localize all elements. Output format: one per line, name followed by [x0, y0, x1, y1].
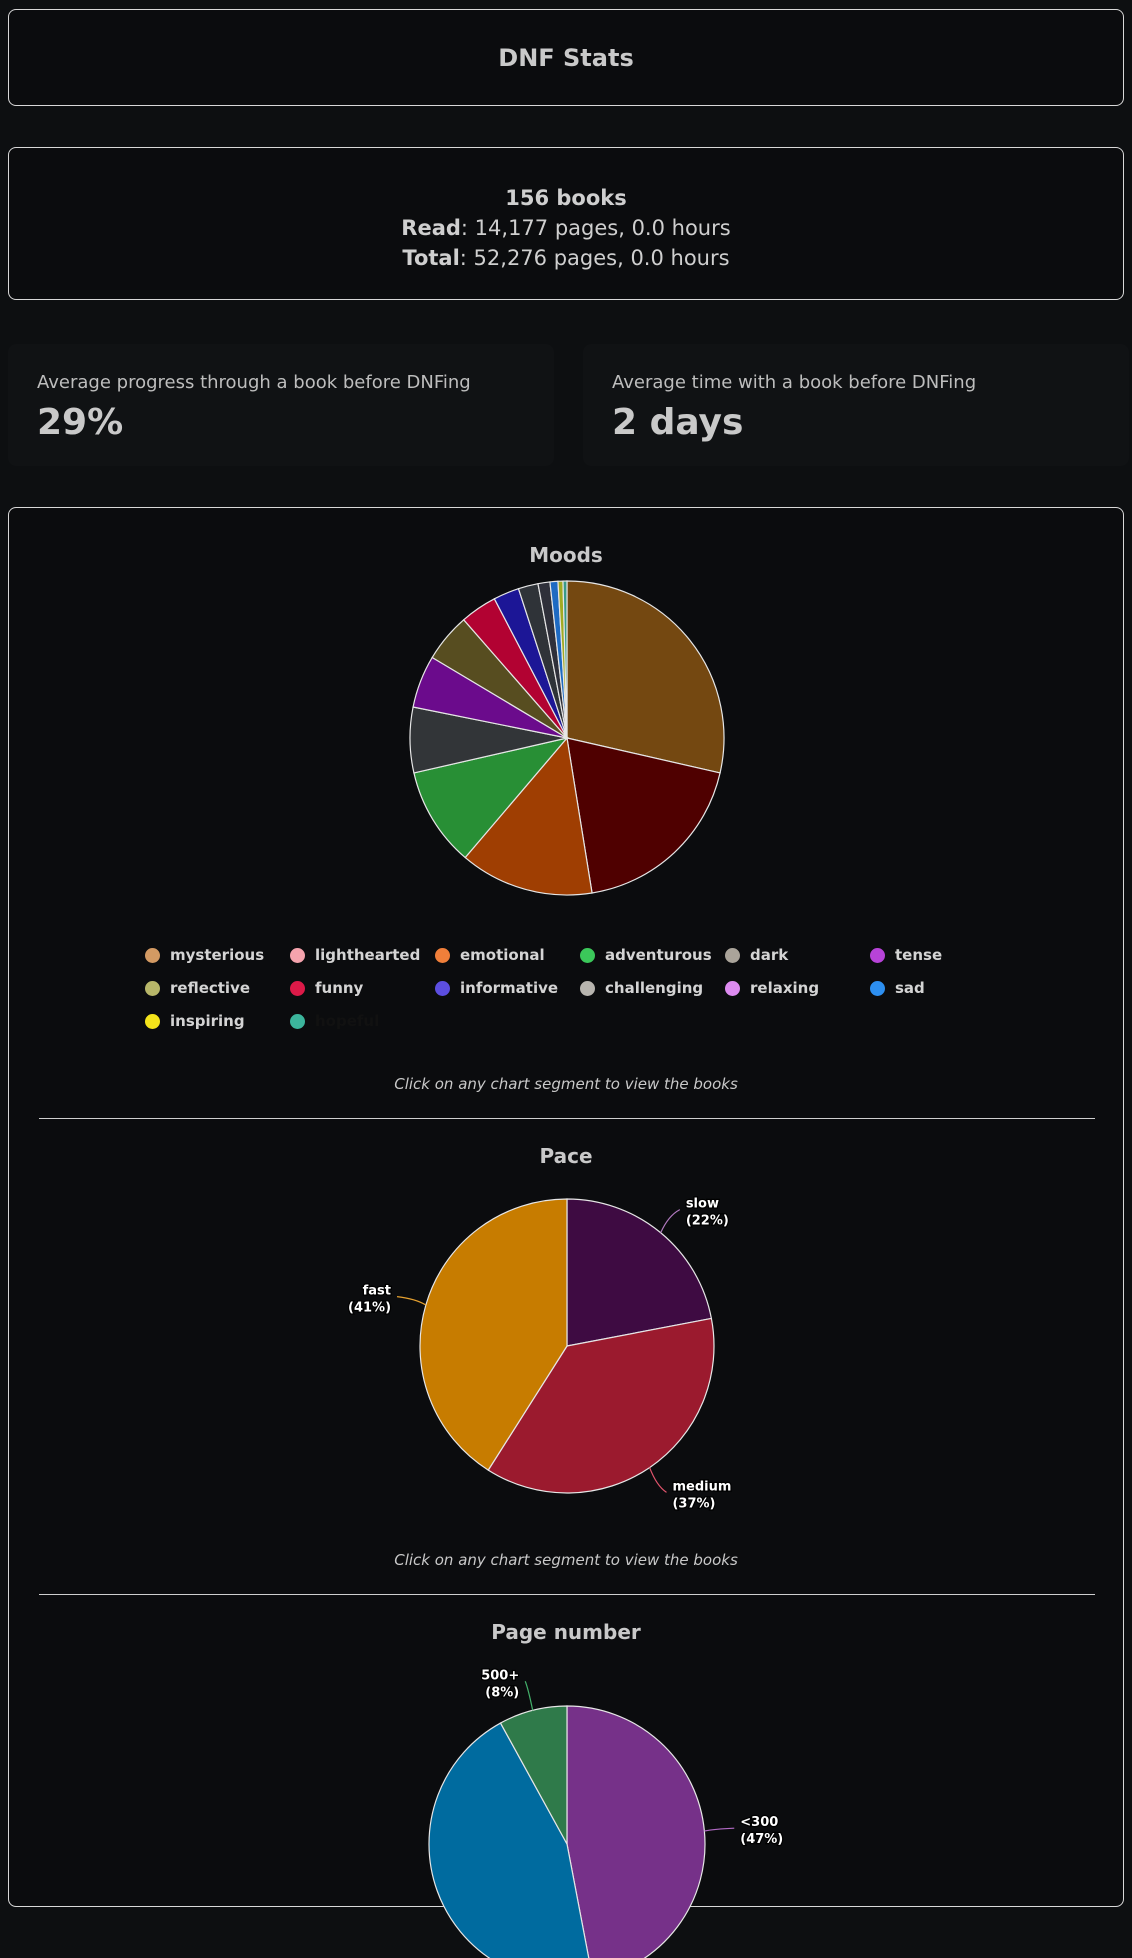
legend-item-lighthearted[interactable]: lighthearted — [290, 946, 420, 964]
stat-label: Average time with a book before DNFing — [612, 372, 977, 393]
legend-item-reflective[interactable]: reflective — [145, 979, 250, 997]
moods-slice-lighthearted[interactable] — [566, 737, 721, 894]
pace-leader-medium — [649, 1467, 667, 1493]
legend-label: relaxing — [750, 979, 820, 997]
charts-card: Moods mysterious lighthearted emotional adv… — [8, 507, 1125, 1958]
moods-slice-hopeful[interactable] — [562, 580, 568, 739]
pace-pie-chart[interactable]: slow (22%) medium (37%) fast (41%) — [9, 1178, 1125, 1518]
legend-item-funny[interactable]: funny — [290, 979, 363, 997]
pace-label-medium: medium — [672, 1479, 731, 1494]
page-number-chart-title: Page number — [491, 1620, 641, 1644]
legend-label: hopeful — [315, 1012, 380, 1030]
legend-item-adventurous[interactable]: adventurous — [580, 946, 712, 964]
legend-item-inspiring[interactable]: inspiring — [145, 1012, 245, 1030]
legend-swatch — [870, 947, 885, 963]
legend-item-sad[interactable]: sad — [870, 979, 925, 997]
pace-leader-fast — [396, 1296, 427, 1306]
legend-swatch — [580, 947, 595, 963]
pace-leader-slow — [660, 1209, 681, 1233]
pace-pct-medium: (37%) — [672, 1496, 715, 1511]
legend-swatch — [290, 980, 305, 996]
legend-item-dark[interactable]: dark — [725, 946, 788, 964]
legend-label: reflective — [170, 979, 251, 997]
divider — [39, 1118, 1095, 1119]
legend-swatch — [145, 1013, 160, 1029]
page-title: DNF Stats — [498, 44, 634, 72]
pace-hint: Click on any chart segment to view the b… — [394, 1551, 738, 1569]
legend-swatch — [435, 947, 450, 963]
stat-average-time: Average time with a book before DNFing 2… — [583, 344, 1129, 466]
legend-item-challenging[interactable]: challenging — [580, 979, 703, 997]
pace-slice-slow[interactable] — [566, 1198, 713, 1347]
pace-chart-title: Pace — [539, 1144, 593, 1168]
legend-label: tense — [895, 946, 943, 964]
moods-slice-emotional[interactable] — [464, 736, 593, 896]
pages-slice-300[interactable] — [566, 1705, 706, 1958]
legend-swatch — [580, 980, 595, 996]
divider — [39, 1594, 1095, 1595]
legend-swatch — [725, 947, 740, 963]
legend-swatch — [145, 980, 160, 996]
legend-item-informative[interactable]: informative — [435, 979, 558, 997]
moods-slice-mysterious[interactable] — [566, 580, 725, 774]
pace-pct-fast: (41%) — [348, 1301, 391, 1316]
legend-label: mysterious — [170, 946, 265, 964]
stat-average-progress: Average progress through a book before D… — [8, 344, 554, 466]
pace-pct-slow: (22%) — [686, 1214, 729, 1229]
summary-card: 156 books Read: 14,177 pages, 0.0 hours … — [8, 147, 1124, 300]
legend-item-emotional[interactable]: emotional — [435, 946, 545, 964]
moods-slice-adventurous[interactable] — [413, 737, 569, 859]
legend-swatch — [725, 980, 740, 996]
legend-item-relaxing[interactable]: relaxing — [725, 979, 819, 997]
moods-hint: Click on any chart segment to view the b… — [394, 1075, 738, 1093]
legend-swatch — [870, 980, 885, 996]
pages-label-300: <300 — [740, 1815, 778, 1830]
legend-label: sad — [895, 979, 925, 997]
page-number-pie-chart[interactable]: <300 (47%) 500+ (8%) — [9, 1658, 1125, 1958]
legend-label: emotional — [460, 946, 545, 964]
pace-label-fast: fast — [363, 1284, 391, 1299]
legend-swatch — [290, 1013, 305, 1029]
stat-label: Average progress through a book before D… — [37, 372, 471, 393]
legend-label: dark — [750, 946, 789, 964]
pages-leader-300 — [704, 1827, 735, 1832]
legend-swatch — [435, 980, 450, 996]
pages-pct-500: (8%) — [485, 1685, 519, 1700]
stat-value: 29% — [37, 402, 124, 443]
read-summary: Read: 14,177 pages, 0.0 hours — [401, 216, 731, 240]
moods-pie-chart[interactable] — [9, 578, 1125, 898]
pace-label-slow: slow — [686, 1197, 719, 1212]
legend-swatch — [290, 947, 305, 963]
legend-item-tense[interactable]: tense — [870, 946, 942, 964]
legend-label: informative — [460, 979, 559, 997]
legend-swatch — [145, 947, 160, 963]
stat-value: 2 days — [612, 402, 744, 443]
pages-leader-500 — [524, 1681, 534, 1711]
legend-label: lighthearted — [315, 946, 421, 964]
pages-slice-500[interactable] — [499, 1705, 568, 1845]
legend-item-mysterious[interactable]: mysterious — [145, 946, 264, 964]
total-summary: Total: 52,276 pages, 0.0 hours — [402, 246, 730, 270]
pages-label-500: 500+ — [481, 1668, 519, 1683]
legend-label: inspiring — [170, 1012, 245, 1030]
pages-pct-300: (47%) — [740, 1832, 783, 1847]
legend-label: funny — [315, 979, 364, 997]
moods-chart-title: Moods — [529, 543, 603, 567]
pace-slice-medium[interactable] — [487, 1317, 715, 1494]
book-count: 156 books — [505, 186, 627, 210]
legend-label: challenging — [605, 979, 704, 997]
title-card: DNF Stats — [8, 9, 1124, 106]
legend-item-hopeful[interactable]: hopeful — [290, 1012, 379, 1030]
legend-label: adventurous — [605, 946, 712, 964]
